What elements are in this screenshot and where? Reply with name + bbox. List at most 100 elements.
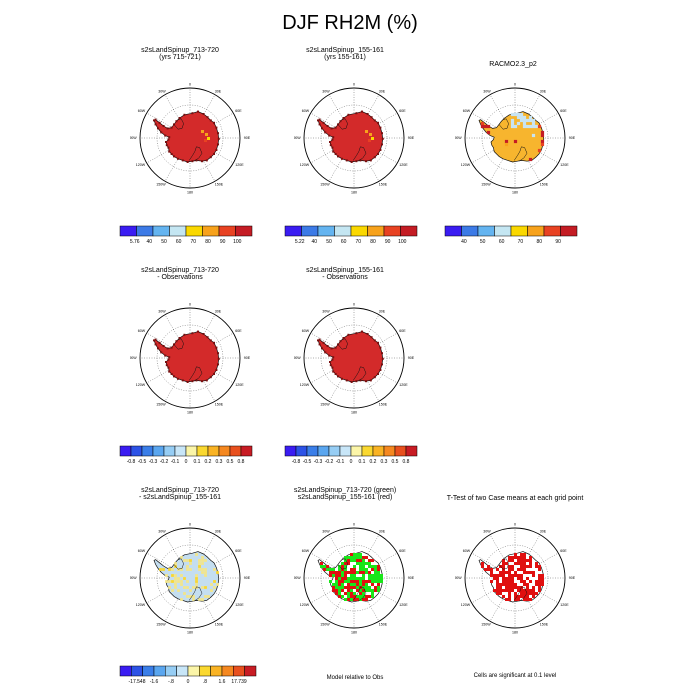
high-value-cell bbox=[201, 130, 204, 133]
obs-cell bbox=[540, 142, 545, 147]
coast-cell bbox=[170, 153, 173, 155]
colorbar-tick-label: -0.3 bbox=[314, 459, 323, 465]
panel-title-2-line2: (yrs 155-161) bbox=[324, 54, 366, 61]
coast-cell bbox=[350, 161, 353, 163]
model-relative-cell bbox=[329, 571, 332, 574]
significant-cell bbox=[499, 571, 502, 574]
model-relative-cell bbox=[338, 580, 341, 583]
diff-cell bbox=[201, 598, 204, 601]
diff-cell bbox=[171, 568, 174, 571]
significant-cell bbox=[508, 565, 511, 568]
model-relative-cell bbox=[353, 577, 356, 580]
obs-cell bbox=[504, 142, 509, 147]
significant-cell bbox=[517, 568, 520, 571]
model-relative-cell bbox=[377, 580, 380, 583]
graticule-label: 60W bbox=[302, 109, 310, 113]
model-relative-cell bbox=[359, 568, 362, 571]
graticule-label: 30W bbox=[322, 310, 330, 314]
graticule-label: 150W bbox=[320, 403, 330, 407]
model-relative-cell bbox=[356, 598, 359, 601]
model-relative-cell bbox=[359, 595, 362, 598]
panel-title-4-line2: - Observations bbox=[157, 274, 203, 281]
model-relative-cell bbox=[377, 586, 380, 589]
obs-cell bbox=[528, 118, 533, 123]
graticule-label: 30W bbox=[322, 530, 330, 534]
significant-cell bbox=[505, 562, 508, 565]
significant-cell bbox=[502, 559, 505, 562]
model-relative-cell bbox=[356, 586, 359, 589]
significant-cell bbox=[514, 556, 517, 559]
coast-cell bbox=[381, 352, 383, 355]
graticule-label: 120W bbox=[300, 603, 310, 607]
model-relative-cell bbox=[359, 586, 362, 589]
latitude-circle bbox=[320, 544, 388, 612]
model-relative-cell bbox=[353, 565, 356, 568]
colorbar-swatch bbox=[199, 665, 211, 677]
significant-cell bbox=[538, 580, 541, 583]
ronne-ice-shelf-outline bbox=[498, 118, 509, 130]
diff-cell bbox=[213, 568, 216, 571]
map-boundary-circle bbox=[139, 307, 241, 409]
model-relative-cell bbox=[356, 589, 359, 592]
significant-cell bbox=[526, 589, 529, 592]
significant-cell bbox=[523, 583, 526, 586]
graticule-label: 60W bbox=[138, 109, 146, 113]
model-relative-cell bbox=[368, 562, 371, 565]
colorbar-swatch bbox=[317, 445, 330, 457]
model-relative-cell bbox=[356, 571, 359, 574]
coast-cell bbox=[206, 116, 209, 119]
model-relative-cell bbox=[332, 586, 335, 589]
model-relative-cell bbox=[356, 562, 359, 565]
ronne-ice-shelf-outline bbox=[498, 558, 509, 570]
significant-cell bbox=[535, 583, 538, 586]
coast-cell bbox=[369, 379, 372, 382]
colorbar-tick-label: 0.1 bbox=[359, 459, 366, 465]
coast-cell bbox=[347, 113, 350, 116]
significant-cell bbox=[532, 592, 535, 595]
significant-cell bbox=[529, 598, 532, 601]
panel-title-2: s2sLandSpinup_155-161 (yrs 155-161) bbox=[270, 47, 420, 61]
coast-cell bbox=[361, 330, 363, 333]
colorbar-swatch bbox=[207, 445, 220, 457]
diff-cell bbox=[204, 586, 207, 589]
significant-cell bbox=[538, 574, 541, 577]
coast-cell bbox=[366, 333, 369, 335]
graticule-label: 150E bbox=[379, 183, 388, 187]
coast-cell bbox=[355, 332, 358, 335]
significant-cell bbox=[508, 568, 511, 571]
colorbar-swatch bbox=[240, 445, 253, 457]
colorbar-tick-label: -1.6 bbox=[150, 679, 159, 685]
colorbar-swatch bbox=[176, 665, 189, 677]
graticule-label: 0 bbox=[189, 83, 191, 87]
colorbar-tick-label: 0.1 bbox=[194, 459, 201, 465]
graticule-label: 30E bbox=[215, 90, 222, 94]
graticule-label: 30W bbox=[158, 530, 166, 534]
model-relative-cell bbox=[362, 583, 365, 586]
significant-cell bbox=[526, 559, 529, 562]
latitude-circle bbox=[320, 104, 388, 172]
model-relative-cell bbox=[353, 586, 356, 589]
graticule-label: 120E bbox=[235, 383, 244, 387]
graticule-label: 120W bbox=[461, 603, 471, 607]
diff-cell bbox=[171, 589, 174, 592]
coast-cell bbox=[154, 343, 157, 346]
significant-cell bbox=[532, 571, 535, 574]
significant-cell bbox=[502, 589, 505, 592]
model-relative-cell bbox=[371, 577, 374, 580]
diff-cell bbox=[195, 583, 198, 586]
significant-cell bbox=[526, 571, 529, 574]
coast-cell bbox=[379, 149, 382, 151]
model-relative-cell bbox=[347, 598, 350, 601]
model-relative-cell bbox=[338, 571, 341, 574]
model-relative-cell bbox=[359, 559, 362, 562]
significant-cell bbox=[529, 565, 532, 568]
coast-cell bbox=[381, 363, 383, 366]
coast-cell bbox=[213, 121, 215, 124]
model-relative-cell bbox=[362, 571, 365, 574]
significant-cell bbox=[535, 562, 538, 565]
significant-cell bbox=[496, 568, 499, 571]
panel-title-1: s2sLandSpinup_713-720 (yrs 715-721) bbox=[105, 47, 255, 61]
significant-cell bbox=[526, 583, 529, 586]
colorbar-swatch bbox=[169, 225, 187, 237]
panel-title-1-line1: s2sLandSpinup_713-720 bbox=[141, 47, 219, 54]
